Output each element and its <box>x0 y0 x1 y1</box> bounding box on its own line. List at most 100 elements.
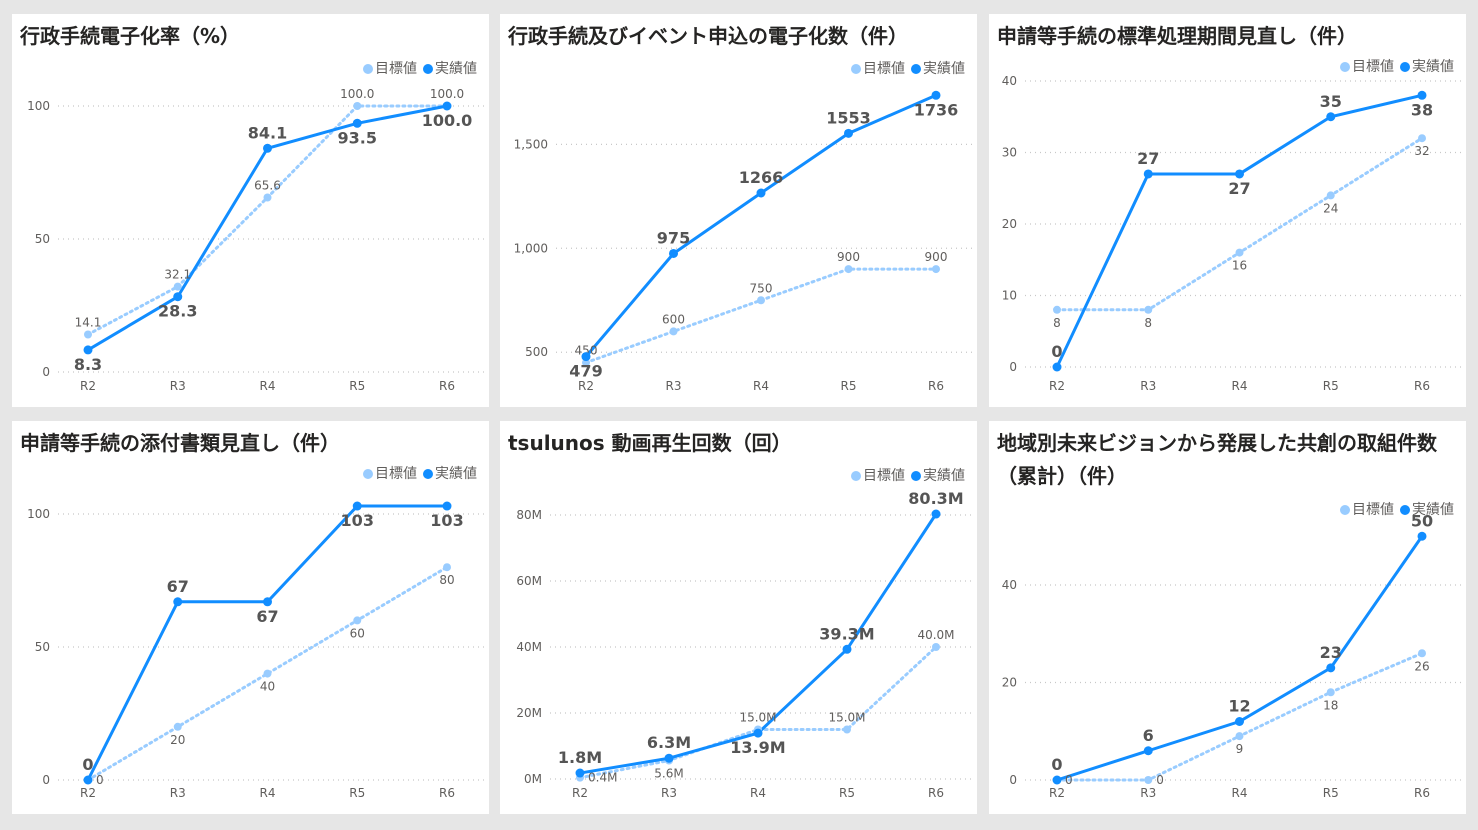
legend-dot-icon <box>851 471 861 481</box>
actual-point[interactable] <box>669 248 678 258</box>
actual-point[interactable] <box>83 775 93 785</box>
chart-panel: 申請等手続の添付書類見直し（件） 目標値 実績値 0 50 100 R2 R3 R4 R5 R… <box>12 421 489 814</box>
chart-title: 申請等手続の添付書類見直し（件） <box>20 431 340 455</box>
target-point[interactable] <box>353 616 362 625</box>
actual-point[interactable] <box>581 352 591 362</box>
target-data-label: 26 <box>1414 659 1429 673</box>
actual-data-label: 23 <box>1320 643 1342 662</box>
target-point[interactable] <box>669 327 678 336</box>
actual-point[interactable] <box>1417 531 1427 541</box>
actual-point[interactable] <box>1052 775 1062 785</box>
target-point[interactable] <box>757 296 765 305</box>
actual-point[interactable] <box>1143 169 1153 179</box>
x-tick-label: R3 <box>170 379 186 393</box>
legend-item-target[interactable]: 目標値 <box>851 58 905 78</box>
target-point[interactable] <box>1326 191 1335 200</box>
target-data-label: 0.4M <box>588 771 617 785</box>
actual-point[interactable] <box>664 753 674 763</box>
target-point[interactable] <box>1418 134 1426 143</box>
actual-point[interactable] <box>1326 112 1336 122</box>
actual-data-label: 35 <box>1320 92 1342 111</box>
legend-item-actual[interactable]: 実績値 <box>1400 499 1454 519</box>
target-data-label: 15.0M <box>828 711 865 725</box>
actual-point[interactable] <box>173 292 183 302</box>
legend-item-target[interactable]: 目標値 <box>1340 56 1394 76</box>
actual-point[interactable] <box>352 501 362 511</box>
actual-point[interactable] <box>442 101 452 111</box>
actual-point[interactable] <box>756 188 766 198</box>
actual-point[interactable] <box>1052 362 1062 372</box>
legend-label: 実績値 <box>1412 59 1454 75</box>
actual-point[interactable] <box>844 128 853 138</box>
x-tick-label: R3 <box>1140 379 1156 393</box>
legend-dot-icon <box>1340 62 1350 72</box>
target-data-label: 80 <box>439 573 454 587</box>
target-point[interactable] <box>1418 649 1426 658</box>
legend-item-actual[interactable]: 実績値 <box>1400 56 1454 76</box>
target-point[interactable] <box>1144 305 1153 314</box>
y-tick-label: 30 <box>1002 146 1017 160</box>
legend-item-target[interactable]: 目標値 <box>1340 499 1394 519</box>
chart-legend: 目標値 実績値 <box>363 463 477 483</box>
actual-point[interactable] <box>1143 746 1153 756</box>
legend-label: 目標値 <box>375 466 417 482</box>
target-point[interactable] <box>844 265 853 274</box>
actual-data-label: 1736 <box>914 100 959 119</box>
target-point[interactable] <box>1235 248 1244 257</box>
actual-point[interactable] <box>931 90 941 100</box>
legend-item-target[interactable]: 目標値 <box>851 465 905 485</box>
actual-point[interactable] <box>1417 90 1427 100</box>
target-point[interactable] <box>932 265 940 274</box>
x-tick-label: R5 <box>1323 379 1339 393</box>
line-chart: 0 50 100 R2 R3 R4 R5 R6 14.1 32.1 65.6 100.0 100.0 8.… <box>27 87 484 393</box>
actual-point[interactable] <box>352 118 362 128</box>
x-tick-label: R6 <box>1414 379 1430 393</box>
target-point[interactable] <box>443 563 451 572</box>
y-tick-label: 40 <box>1002 578 1017 592</box>
target-point[interactable] <box>1326 688 1335 697</box>
actual-point[interactable] <box>173 597 183 607</box>
target-point[interactable] <box>1144 776 1153 784</box>
actual-point[interactable] <box>263 143 272 153</box>
actual-point[interactable] <box>83 345 93 355</box>
y-tick-label: 0M <box>524 772 542 786</box>
x-tick-label: R6 <box>1414 786 1430 800</box>
chart-panel: tsulunos 動画再生回数（回） 目標値 実績値 0M 20M 40M 60M 80… <box>500 421 977 814</box>
target-data-label: 32.1 <box>164 268 191 282</box>
target-point[interactable] <box>353 102 362 110</box>
actual-point[interactable] <box>1235 717 1244 726</box>
legend-item-actual[interactable]: 実績値 <box>423 463 477 483</box>
actual-point[interactable] <box>575 768 585 778</box>
target-point[interactable] <box>263 669 272 678</box>
legend-item-target[interactable]: 目標値 <box>363 58 417 78</box>
y-tick-label: 0 <box>42 773 50 787</box>
target-point[interactable] <box>843 725 851 734</box>
target-point[interactable] <box>1235 732 1244 741</box>
legend-item-actual[interactable]: 実績値 <box>911 58 965 78</box>
y-tick-label: 1,000 <box>514 241 548 255</box>
x-tick-label: R3 <box>666 379 682 393</box>
target-point[interactable] <box>263 193 272 202</box>
actual-series-line <box>86 104 449 352</box>
target-data-label: 750 <box>750 281 773 295</box>
actual-point[interactable] <box>842 644 852 654</box>
actual-point[interactable] <box>263 597 272 607</box>
target-point[interactable] <box>173 722 182 731</box>
target-point[interactable] <box>84 330 92 339</box>
target-point[interactable] <box>1053 305 1061 314</box>
actual-point[interactable] <box>753 728 763 738</box>
actual-point[interactable] <box>442 501 452 511</box>
legend-item-target[interactable]: 目標値 <box>363 463 417 483</box>
actual-point[interactable] <box>1326 663 1336 673</box>
legend-dot-icon <box>911 64 921 74</box>
target-point[interactable] <box>932 643 940 651</box>
actual-point[interactable] <box>931 509 941 519</box>
line-chart: 500 1,000 1,500 R2 R3 R4 R5 R6 450 600 750 900 900 47… <box>514 90 972 393</box>
legend-item-actual[interactable]: 実績値 <box>911 465 965 485</box>
target-point[interactable] <box>173 282 182 291</box>
legend-item-actual[interactable]: 実績値 <box>423 58 477 78</box>
target-data-label: 14.1 <box>75 315 102 329</box>
actual-point[interactable] <box>1235 169 1244 179</box>
target-data-label: 450 <box>575 344 598 358</box>
